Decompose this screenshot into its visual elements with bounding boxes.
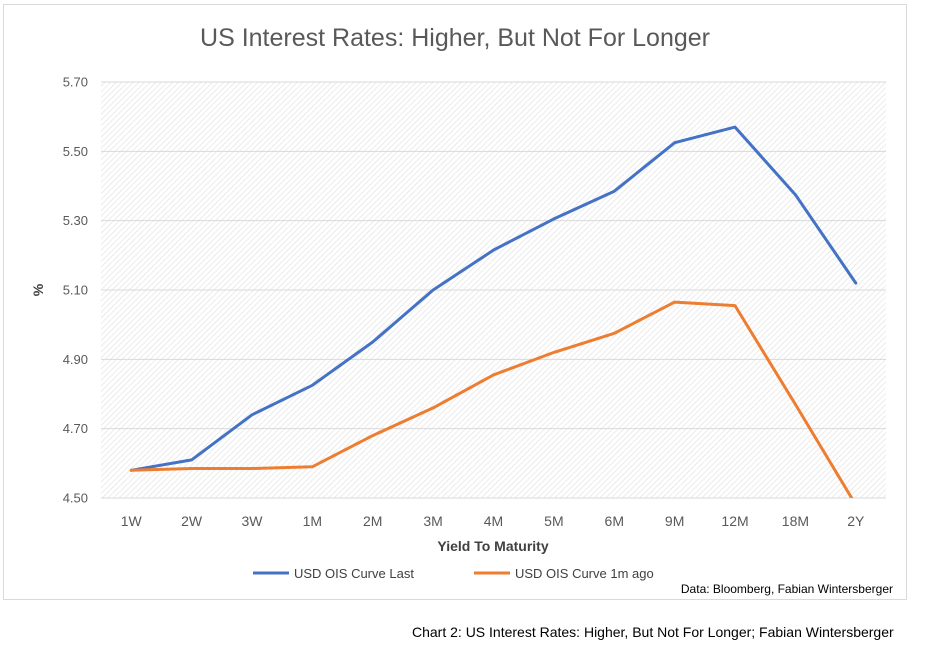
x-tick-label: 2Y [847,513,865,529]
y-tick-label: 4.50 [63,491,88,506]
x-axis-label: Yield To Maturity [437,538,548,554]
data-source-note: Data: Bloomberg, Fabian Wintersberger [681,582,893,596]
x-tick-label: 1M [303,513,322,529]
x-tick-label: 3W [241,513,263,529]
y-tick-label: 4.70 [63,421,88,436]
y-axis-tick-labels: 4.50 4.70 4.90 5.10 5.30 5.50 5.70 [63,75,88,506]
x-axis-tick-labels: 1W 2W 3W 1M 2M 3M 4M 5M 6M 9M 12M 18M 2Y [121,513,865,529]
y-axis-label: % [30,283,46,296]
legend: USD OIS Curve Last USD OIS Curve 1m ago [253,566,654,581]
y-tick-label: 5.10 [63,283,88,298]
x-tick-label: 1W [121,513,143,529]
x-tick-label: 3M [423,513,442,529]
x-tick-label: 9M [665,513,684,529]
series-line-1 [129,125,858,472]
x-tick-label: 2W [181,513,203,529]
series-line-2 [129,300,854,498]
y-tick-label: 5.70 [63,75,88,90]
legend-label-2: USD OIS Curve 1m ago [515,566,654,581]
legend-label-1: USD OIS Curve Last [294,566,414,581]
series-lines [129,125,858,498]
x-tick-label: 4M [484,513,503,529]
chart-title: US Interest Rates: Higher, But Not For L… [200,24,710,52]
x-tick-label: 6M [605,513,624,529]
x-tick-label: 5M [544,513,563,529]
x-tick-label: 12M [721,513,748,529]
y-tick-label: 5.30 [63,213,88,228]
y-tick-label: 4.90 [63,352,88,367]
y-tick-label: 5.50 [63,144,88,159]
x-tick-label: 18M [782,513,809,529]
x-tick-label: 2M [363,513,382,529]
figure-caption: Chart 2: US Interest Rates: Higher, But … [412,624,894,640]
